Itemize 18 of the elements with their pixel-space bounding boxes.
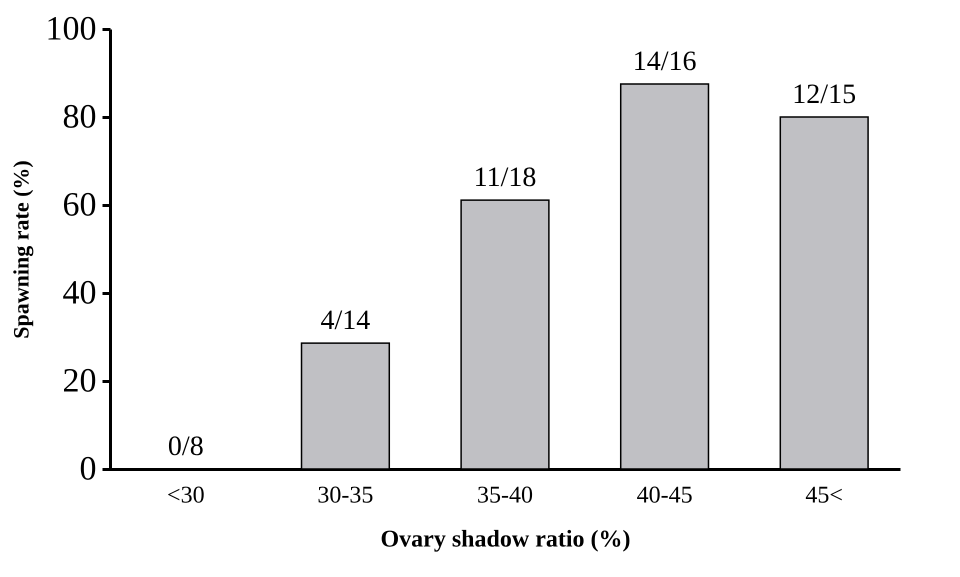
y-tick-label: 80 (62, 98, 96, 136)
x-tick-label: 40-45 (636, 482, 693, 508)
y-tick-label: 60 (62, 186, 96, 224)
annotation: 11/18 (474, 162, 536, 194)
x-axis-title: Ovary shadow ratio (%) (380, 526, 630, 552)
y-tick-label: 20 (62, 362, 96, 400)
y-tick-label: 0 (80, 450, 96, 488)
y-axis-title: Spawning rate (%) (8, 160, 34, 339)
annotation: 4/14 (320, 305, 370, 336)
y-tick-label: 40 (62, 274, 96, 312)
annotation: 14/16 (632, 46, 696, 77)
y-tick-label: 100 (46, 10, 96, 48)
x-tick-label: 30-35 (317, 482, 374, 508)
x-tick-label: 45< (805, 482, 843, 508)
annotation: 0/8 (168, 431, 204, 462)
x-tick-label: 35-40 (477, 482, 533, 508)
annotation: 12/15 (792, 79, 856, 110)
x-tick-label: <30 (167, 482, 205, 508)
